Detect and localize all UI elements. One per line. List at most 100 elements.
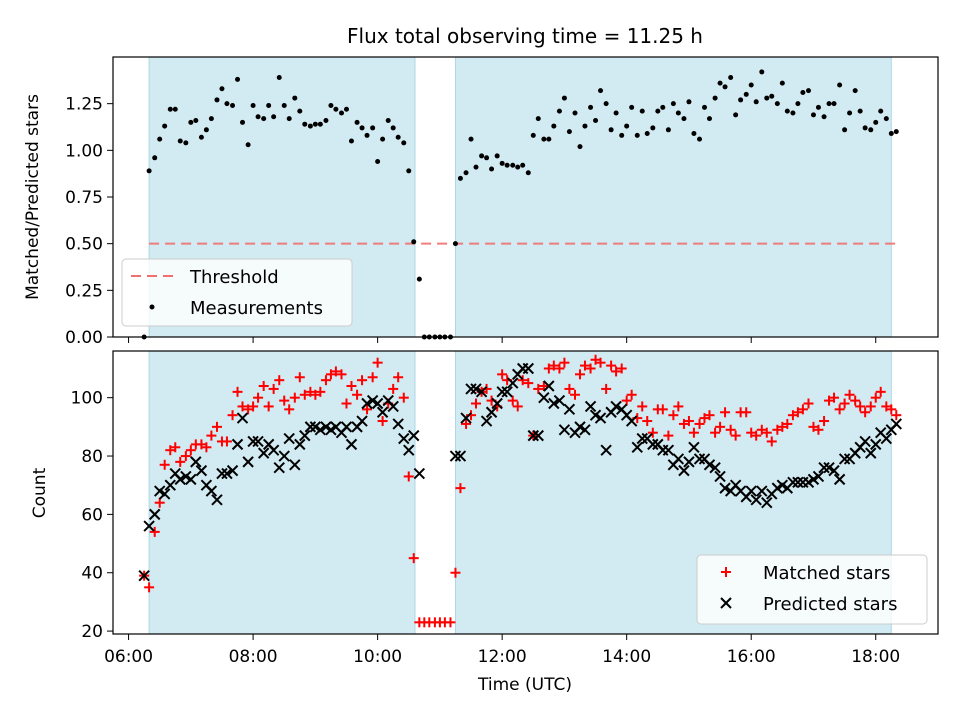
measurement-point: [815, 104, 821, 110]
measurement-point: [629, 104, 635, 110]
measurement-point: [152, 155, 158, 161]
predicted-star-point-stroke: [812, 470, 825, 483]
measurement-point: [556, 108, 562, 114]
matched-star-point: [870, 392, 881, 403]
predicted-star-point-stroke: [366, 394, 379, 407]
measurement-point: [463, 170, 469, 176]
matched-star-point: [185, 445, 196, 456]
predicted-star-point-stroke: [776, 479, 789, 491]
y-tick-label: 0.50: [65, 235, 103, 255]
predicted-star-point: [496, 386, 508, 398]
legend-predicted-label: Predicted stars: [763, 594, 897, 615]
matched-star-point: [315, 386, 326, 397]
predicted-star-point: [278, 450, 290, 462]
measurement-point: [561, 95, 567, 101]
measurement-point: [847, 110, 853, 116]
predicted-star-point-stroke: [158, 488, 171, 500]
predicted-star-point-stroke: [143, 520, 155, 532]
matched-star-point: [865, 401, 876, 412]
predicted-star-point-stroke: [828, 464, 840, 477]
measurement-point: [219, 86, 225, 92]
matched-star-point: [284, 404, 295, 415]
measurement-point: [333, 106, 339, 112]
predicted-star-point-stroke: [527, 429, 539, 442]
observing-window: [149, 351, 415, 634]
measurement-point: [489, 166, 495, 172]
predicted-star-point: [865, 447, 877, 459]
bottom-axes-frame: [112, 350, 939, 635]
matched-star-point: [710, 427, 721, 438]
measurement-point: [157, 136, 163, 142]
predicted-star-point: [195, 464, 208, 477]
measurement-point: [613, 110, 619, 116]
measurement-point: [582, 123, 588, 129]
predicted-star-point: [304, 421, 317, 433]
predicted-star-point-stroke: [522, 362, 535, 375]
matched-star-point: [657, 404, 668, 415]
predicted-star-point: [579, 424, 591, 436]
measurement-point: [883, 116, 889, 122]
predicted-star-point: [289, 459, 301, 471]
predicted-star-point-stroke: [641, 432, 653, 445]
predicted-star-point: [267, 444, 280, 456]
predicted-star-point-stroke: [320, 421, 332, 433]
measurement-point: [317, 121, 323, 127]
predicted-star-point: [745, 485, 757, 497]
predicted-star-point: [838, 453, 851, 465]
predicted-star-point: [356, 415, 368, 427]
legend-matched-label: Matched stars: [763, 563, 890, 584]
predicted-star-point: [231, 438, 244, 451]
predicted-star-point-stroke: [678, 464, 690, 477]
measurement-point: [790, 110, 796, 116]
predicted-star-point: [361, 397, 373, 410]
measurement-points: [141, 69, 899, 340]
predicted-star-point: [205, 485, 218, 497]
predicted-star-point: [812, 470, 825, 483]
predicted-star-point: [392, 418, 404, 430]
predicted-star-point-stroke: [594, 412, 607, 424]
measurement-point: [515, 164, 521, 170]
y-tick-label: 100: [71, 389, 103, 409]
matched-star-point: [294, 372, 305, 383]
predicted-star-point: [543, 380, 555, 392]
predicted-star-point: [553, 394, 566, 407]
predicted-star-point-stroke: [823, 461, 835, 474]
predicted-star-point: [610, 400, 622, 413]
matched-star-point: [268, 383, 279, 394]
measurement-point: [416, 276, 422, 282]
measurement-point: [821, 114, 827, 120]
predicted-star-point-stroke: [185, 473, 197, 486]
top-x-ticks: [128, 337, 877, 343]
measurement-point: [364, 132, 370, 138]
matched-star-point: [850, 395, 861, 406]
matched-star-point: [829, 392, 840, 403]
measurement-point: [499, 160, 505, 166]
measurement-point: [224, 101, 230, 107]
predicted-star-point: [236, 412, 249, 424]
predicted-star-point-stroke: [838, 453, 851, 465]
matched-star-point: [538, 381, 549, 392]
predicted-star-point: [247, 435, 259, 448]
predicted-star-point-stroke: [880, 432, 893, 445]
measurement-point: [624, 123, 630, 129]
matched-star-point: [408, 553, 419, 564]
predicted-star-point-stroke: [398, 432, 410, 445]
predicted-star-point-stroke: [589, 409, 602, 421]
matched-star-point: [507, 395, 518, 406]
top-y-axis-label: Matched/Predicted stars: [23, 94, 43, 300]
measurement-point: [167, 106, 173, 112]
matched-star-point: [154, 497, 165, 508]
measurement-point: [717, 80, 723, 86]
y-tick-label: 0.00: [65, 328, 103, 348]
measurement-point: [354, 119, 360, 125]
predicted-star-point-stroke: [149, 508, 161, 521]
predicted-star-point-stroke: [330, 421, 342, 433]
matched-star-point: [860, 407, 871, 418]
matched-star-point: [253, 392, 264, 403]
measurement-point: [810, 112, 816, 118]
measurement-point: [177, 138, 183, 144]
legend-predicted-swatch: [720, 597, 732, 609]
matched-star-point: [554, 363, 565, 374]
predicted-star-point: [164, 479, 176, 491]
matched-star-point: [170, 442, 181, 453]
